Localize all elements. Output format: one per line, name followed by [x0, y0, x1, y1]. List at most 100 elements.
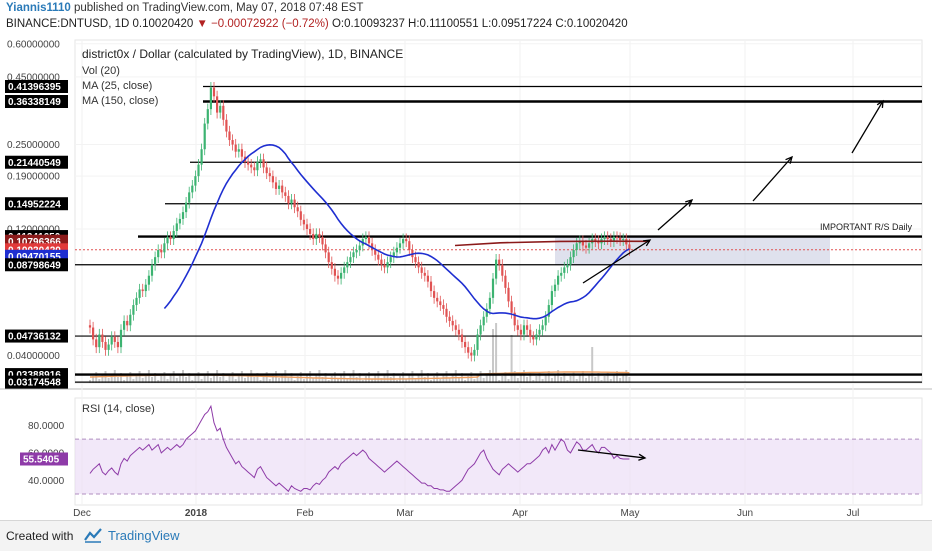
volume-bar [160, 376, 163, 383]
candle-body [510, 301, 513, 313]
volume-bar [436, 372, 439, 383]
y-tick-label: 0.19000000 [7, 172, 60, 183]
volume-bar [346, 378, 349, 383]
published-text: published on TradingView.com, May 07, 20… [70, 2, 364, 14]
candle-body [575, 243, 578, 251]
volume-bar [188, 373, 191, 383]
volume-bar [473, 379, 476, 383]
rsi-value-box [20, 452, 68, 466]
candle-body [237, 149, 240, 152]
candle-body [532, 336, 535, 340]
chart-area[interactable]: Dec 2018 Feb Mar Apr May Jun Jul 0.60000000 0.450… [0, 34, 932, 520]
candle-body [433, 291, 436, 298]
candle-body [417, 262, 420, 268]
candle-body [470, 352, 473, 356]
volume-bar [457, 377, 460, 383]
price-label: 0.08798649 [8, 260, 61, 271]
volume-bar [309, 371, 312, 383]
candle-body [445, 308, 448, 317]
candle-body [454, 325, 457, 330]
candle-body [194, 176, 197, 186]
volume-bar [488, 370, 491, 383]
y-tick-label: 0.12000000 [7, 225, 60, 236]
projection-arrow [657, 199, 693, 231]
candle-body [147, 275, 150, 285]
volume-bar [163, 372, 166, 383]
candle-body [485, 308, 488, 317]
price-label-box [5, 79, 68, 93]
volume-bar [110, 374, 113, 383]
price-change: −0.00072922 (−0.72%) [211, 18, 329, 30]
candle-body [538, 329, 541, 335]
volume-bar [420, 370, 423, 383]
candle-body [188, 192, 191, 203]
volume-bar [485, 374, 488, 383]
candle-body [553, 284, 557, 292]
candle-body [240, 149, 243, 157]
candle-body [408, 241, 411, 251]
author-name[interactable]: Yiannis1110 [6, 2, 71, 14]
volume-bar [495, 323, 498, 383]
volume-bar [98, 379, 101, 383]
candle-body [138, 289, 141, 298]
volume-bar [448, 378, 451, 383]
candle-body [290, 199, 293, 204]
volume-bar [306, 375, 308, 383]
candle-body [92, 327, 95, 340]
created-with-text: Created with [6, 529, 74, 543]
candle-body [166, 236, 169, 244]
candle-body [126, 320, 129, 326]
candle-body [324, 244, 327, 253]
candle-body [628, 244, 631, 250]
volume-bar [606, 372, 609, 383]
volume-bar [557, 370, 560, 383]
volume-bar [535, 376, 538, 383]
candle-body [420, 267, 423, 273]
volume-bar [135, 375, 138, 383]
rsi-legend: RSI (14, close) [82, 403, 155, 415]
volume-bar [166, 379, 169, 383]
change-arrow-icon: ▼ [196, 18, 208, 30]
volume-bar [265, 372, 268, 383]
candle-body [116, 341, 119, 348]
volume-bar [516, 378, 519, 383]
volume-bar [563, 373, 566, 383]
price-label: 0.36338149 [8, 97, 61, 108]
candle-body [495, 259, 498, 279]
candle-body [209, 87, 212, 110]
volume-bar [482, 378, 485, 383]
volume-bar [107, 378, 110, 383]
volume-bar [126, 376, 129, 383]
candle-body [123, 320, 126, 330]
volume-bar [287, 377, 290, 383]
candle-body [150, 264, 154, 276]
chart-title: district0x / Dollar (calculated by Tradi… [82, 47, 403, 61]
candle-body [178, 218, 181, 224]
volume-bar [507, 379, 510, 383]
price-pane-frame [74, 39, 923, 384]
price-label: 0.14952224 [8, 199, 61, 210]
price-label: 0.03174548 [8, 378, 61, 389]
tradingview-brand[interactable]: TradingView [108, 528, 180, 543]
volume-bar [585, 378, 587, 383]
candle-body [119, 329, 123, 348]
volume-bar [591, 347, 594, 383]
candle-body [597, 241, 600, 244]
volume-bar [433, 376, 436, 383]
volume-bar [302, 379, 305, 383]
volume-bar [504, 372, 507, 383]
volume-bar [479, 371, 482, 383]
candle-body [132, 305, 135, 315]
price-label-box [5, 94, 68, 108]
volume-bar [498, 380, 501, 383]
tradingview-logo-icon[interactable] [84, 527, 102, 543]
volume-bar [392, 373, 395, 383]
rs-annotation: IMPORTANT R/S Daily [820, 222, 913, 232]
trend-arrow [582, 239, 651, 284]
volume-bar [464, 380, 467, 383]
candle-body [619, 238, 622, 241]
volume-bar [178, 374, 181, 383]
chart-svg[interactable]: Dec 2018 Feb Mar Apr May Jun Jul 0.60000000 0.450… [0, 34, 932, 520]
volume-bar [209, 378, 212, 383]
y-tick-label: 0.45000000 [7, 72, 60, 83]
